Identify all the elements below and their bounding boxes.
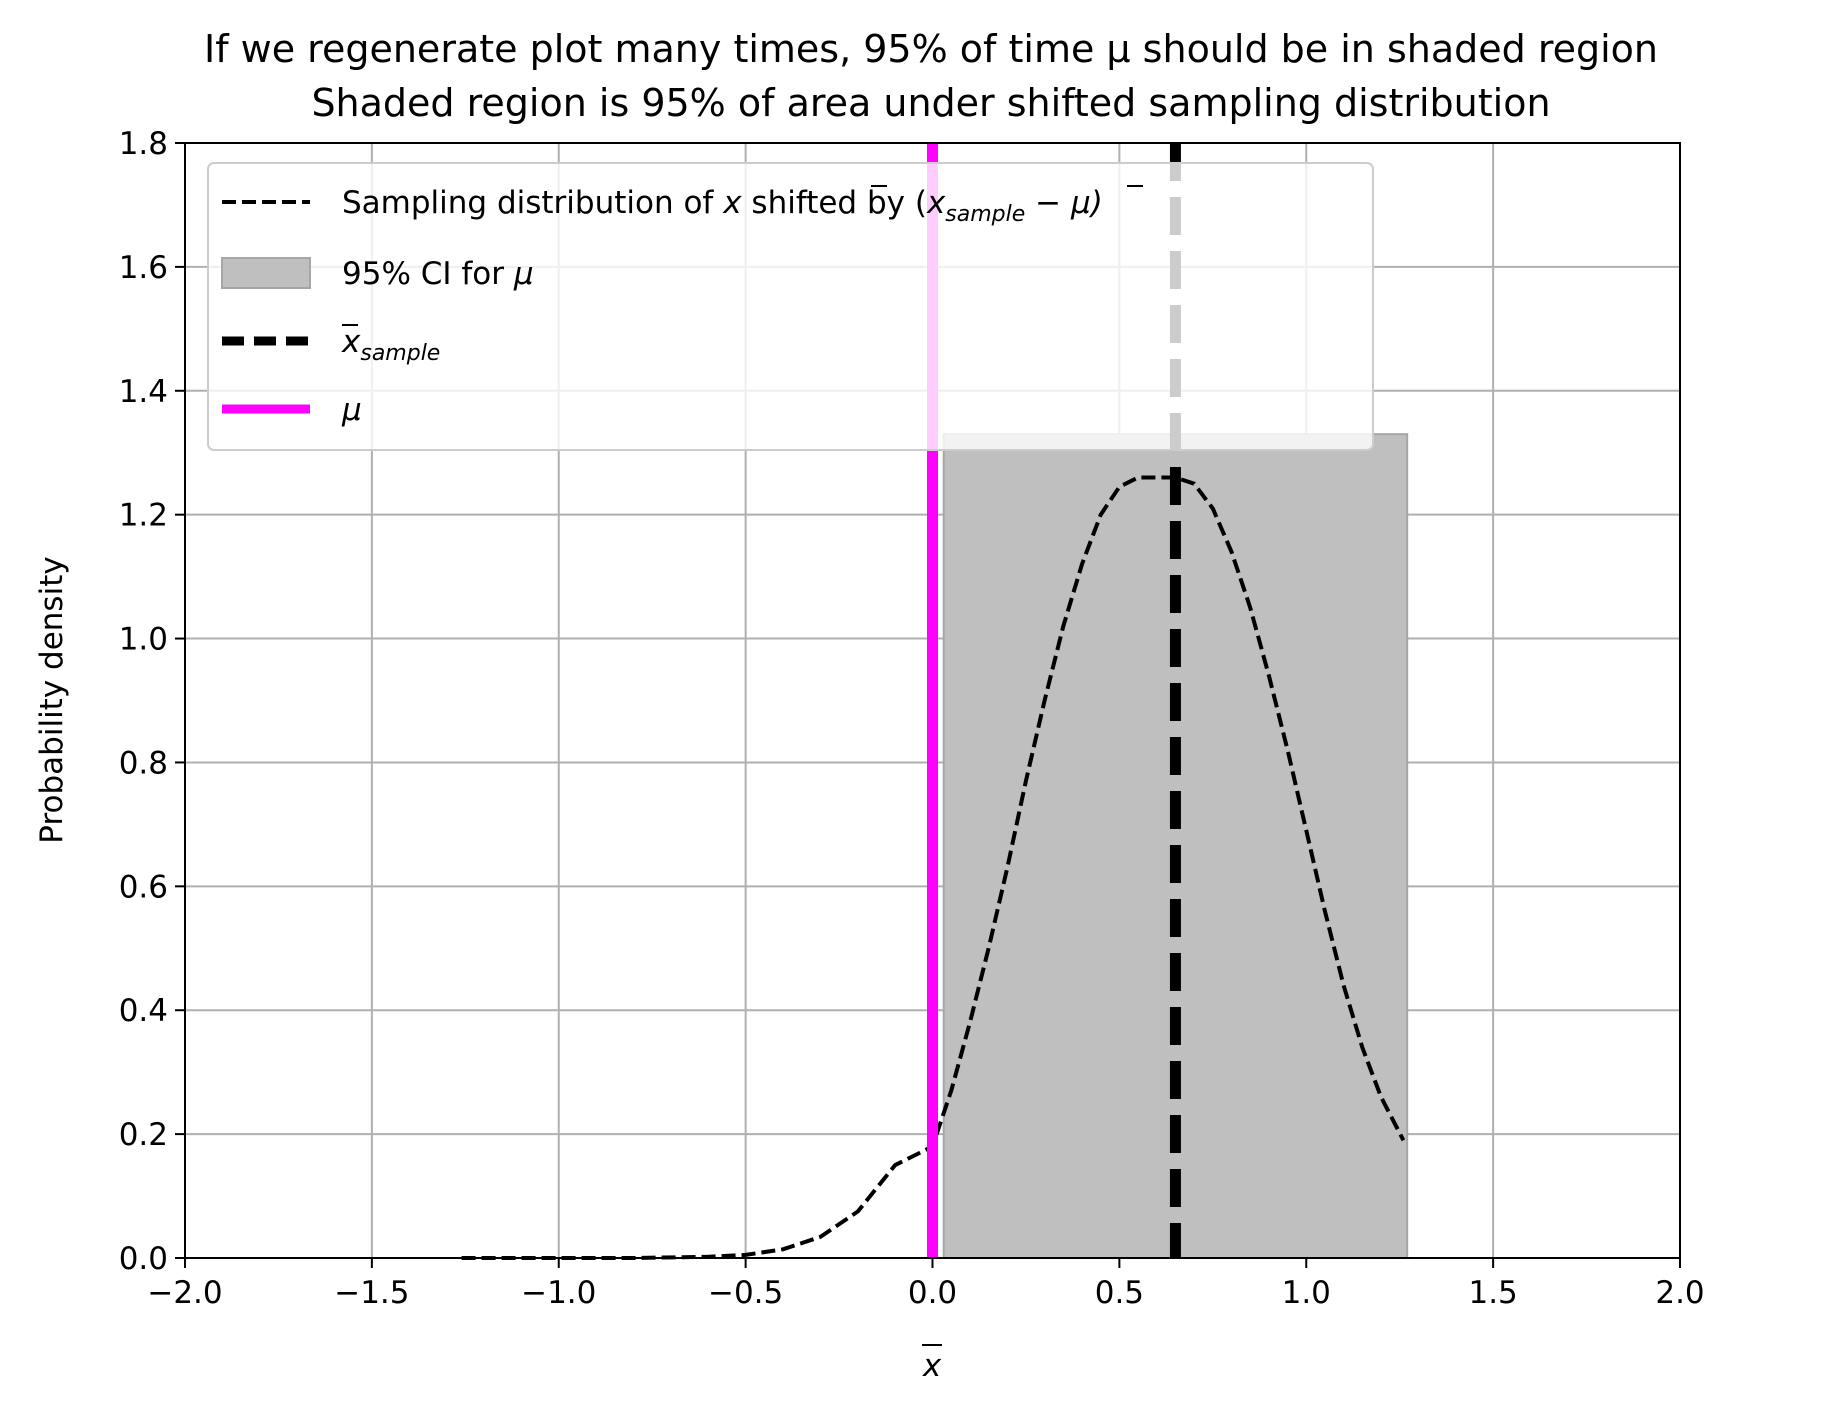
y-tick-label-1: 0.2 xyxy=(119,1117,168,1153)
x-tick-label-2: −1.0 xyxy=(521,1275,596,1311)
y-tick-label-8: 1.6 xyxy=(119,250,168,286)
x-tick-label-5: 0.5 xyxy=(1095,1275,1144,1311)
legend: Sampling distribution of x shifted by (x… xyxy=(207,162,1374,451)
legend-item-sample-mean-label: xsample xyxy=(341,324,440,366)
x-tick-label-6: 1.0 xyxy=(1282,1275,1331,1311)
y-tick-label-4: 0.8 xyxy=(119,745,168,781)
x-tick-label-8: 2.0 xyxy=(1655,1275,1704,1311)
legend-item-curve-label: Sampling distribution of x shifted by (x… xyxy=(342,185,1103,227)
y-tick-label-9: 1.8 xyxy=(119,126,168,162)
axis-ticks: −2.0 −1.5 −1.0 −0.5 0.0 0.5 1.0 1.5 2.0 0.0 0.2 0.4… xyxy=(119,126,1705,1311)
y-axis-label: Probability density xyxy=(34,556,70,843)
x-axis-label: x xyxy=(922,1344,942,1384)
x-tick-label-1: −1.5 xyxy=(334,1275,409,1311)
legend-item-mu-label: μ xyxy=(341,392,362,428)
x-tick-label-3: −0.5 xyxy=(708,1275,783,1311)
x-tick-label-0: −2.0 xyxy=(147,1275,222,1311)
legend-ci-handle xyxy=(221,257,311,289)
y-tick-label-3: 0.6 xyxy=(119,869,168,905)
x-tick-label-4: 0.0 xyxy=(908,1275,957,1311)
y-tick-label-7: 1.4 xyxy=(119,374,168,410)
x-tick-label-7: 1.5 xyxy=(1468,1275,1517,1311)
legend-item-ci-label: 95% CI for μ xyxy=(342,256,534,292)
y-tick-label-6: 1.2 xyxy=(119,498,168,534)
y-tick-label-2: 0.4 xyxy=(119,993,168,1029)
y-tick-label-0: 0.0 xyxy=(119,1241,168,1277)
curve-layer xyxy=(461,475,1406,1260)
chart-title-line-1: If we regenerate plot many times, 95% of… xyxy=(204,27,1658,71)
x-axis-label-var: x xyxy=(922,1348,942,1384)
chart-title-line-2: Shaded region is 95% of area under shift… xyxy=(311,81,1550,125)
sampling-distribution-curve xyxy=(461,475,1406,1260)
legend-box xyxy=(207,162,1374,451)
y-tick-label-5: 1.0 xyxy=(119,622,168,658)
